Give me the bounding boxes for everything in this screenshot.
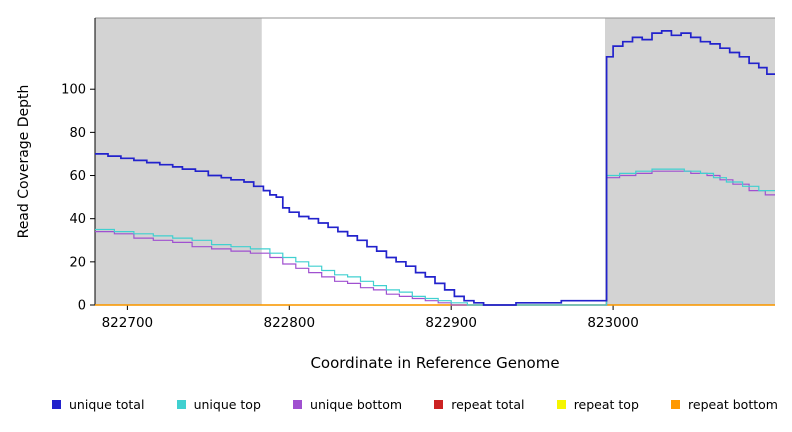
repeat-total-swatch-icon — [434, 400, 444, 409]
unique-bottom-swatch-icon — [293, 400, 303, 409]
series-line-unique-total — [95, 30, 775, 306]
legend-item-unique-top: unique top — [176, 397, 261, 412]
legend-item-unique-total: unique total — [52, 397, 144, 412]
x-tick-label: 823000 — [587, 315, 639, 331]
repeat-top-swatch-icon — [556, 400, 566, 409]
legend-item-repeat-top: repeat top — [556, 397, 639, 412]
y-tick-label: 40 — [69, 212, 86, 227]
legend-item-repeat-bottom: repeat bottom — [671, 397, 778, 412]
x-tick-label: 822800 — [264, 315, 316, 331]
y-tick-label: 60 — [69, 169, 86, 184]
y-tick-label: 20 — [69, 255, 86, 270]
y-tick-label: 80 — [69, 126, 86, 141]
legend-item-unique-bottom: unique bottom — [293, 397, 402, 412]
shaded-region — [95, 18, 262, 305]
repeat-bottom-swatch-icon — [671, 400, 681, 409]
x-tick-label: 822900 — [425, 315, 477, 331]
x-tick-label: 822700 — [102, 315, 154, 331]
legend-label: repeat top — [573, 397, 639, 412]
series-line-unique-top — [95, 168, 775, 306]
shaded-region — [605, 18, 775, 305]
legend-label: unique bottom — [310, 397, 403, 412]
legend-label: repeat bottom — [688, 397, 778, 412]
x-axis-label: Coordinate in Reference Genome — [310, 354, 560, 372]
legend-label: repeat total — [451, 397, 525, 412]
legend-label: unique top — [193, 397, 261, 412]
legend-label: unique total — [69, 397, 145, 412]
unique-top-swatch-icon — [176, 400, 186, 409]
y-axis-label: Read Coverage Depth — [16, 84, 32, 239]
legend-item-repeat-total: repeat total — [434, 397, 525, 412]
y-tick-label: 100 — [61, 83, 86, 98]
unique-total-swatch-icon — [52, 400, 61, 409]
series-line-unique-bottom — [95, 170, 775, 306]
y-tick-label: 0 — [78, 299, 86, 314]
legend: unique total unique top unique bottom re… — [0, 397, 792, 412]
